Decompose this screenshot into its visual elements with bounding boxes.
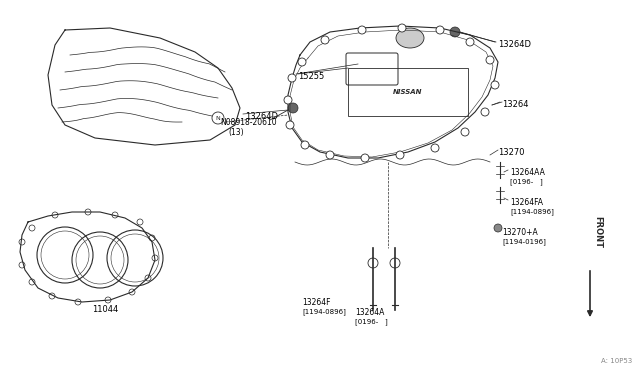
Circle shape: [284, 96, 292, 104]
Circle shape: [461, 128, 469, 136]
Circle shape: [481, 108, 489, 116]
Circle shape: [450, 27, 460, 37]
Text: 13264D: 13264D: [498, 40, 531, 49]
Circle shape: [358, 26, 366, 34]
Text: [1194-0196]: [1194-0196]: [502, 238, 546, 245]
Text: 13270: 13270: [498, 148, 525, 157]
Circle shape: [288, 103, 298, 113]
Circle shape: [494, 224, 502, 232]
Text: 15255: 15255: [298, 72, 324, 81]
Circle shape: [326, 151, 334, 159]
Text: [1194-0896]: [1194-0896]: [302, 308, 346, 315]
Text: 13264AA: 13264AA: [510, 168, 545, 177]
Text: N08918-20610: N08918-20610: [220, 118, 276, 127]
Circle shape: [321, 36, 329, 44]
Text: 11044: 11044: [92, 305, 118, 314]
Circle shape: [286, 121, 294, 129]
Text: FRONT: FRONT: [593, 216, 602, 248]
Text: 13264A: 13264A: [355, 308, 385, 317]
Circle shape: [491, 81, 499, 89]
Text: 13270+A: 13270+A: [502, 228, 538, 237]
Bar: [348, 68, 468, 116]
Circle shape: [431, 144, 439, 152]
Text: [0196-   ]: [0196- ]: [510, 178, 543, 185]
Circle shape: [390, 258, 400, 268]
Text: [1194-0896]: [1194-0896]: [510, 208, 554, 215]
Circle shape: [361, 154, 369, 162]
Text: NISSAN: NISSAN: [393, 89, 423, 95]
Text: [0196-   ]: [0196- ]: [355, 318, 388, 325]
Text: 13264D: 13264D: [245, 112, 278, 121]
Circle shape: [486, 56, 494, 64]
Circle shape: [368, 258, 378, 268]
Circle shape: [466, 38, 474, 46]
Text: 13264FA: 13264FA: [510, 198, 543, 207]
Circle shape: [298, 58, 306, 66]
Text: 13264F: 13264F: [302, 298, 330, 307]
Circle shape: [288, 74, 296, 82]
Ellipse shape: [396, 28, 424, 48]
Text: (13): (13): [228, 128, 244, 137]
Circle shape: [398, 24, 406, 32]
Text: N: N: [216, 115, 220, 121]
Circle shape: [301, 141, 309, 149]
Text: 13264: 13264: [502, 100, 529, 109]
Circle shape: [396, 151, 404, 159]
Circle shape: [436, 26, 444, 34]
Text: A: 10P53: A: 10P53: [601, 358, 632, 364]
